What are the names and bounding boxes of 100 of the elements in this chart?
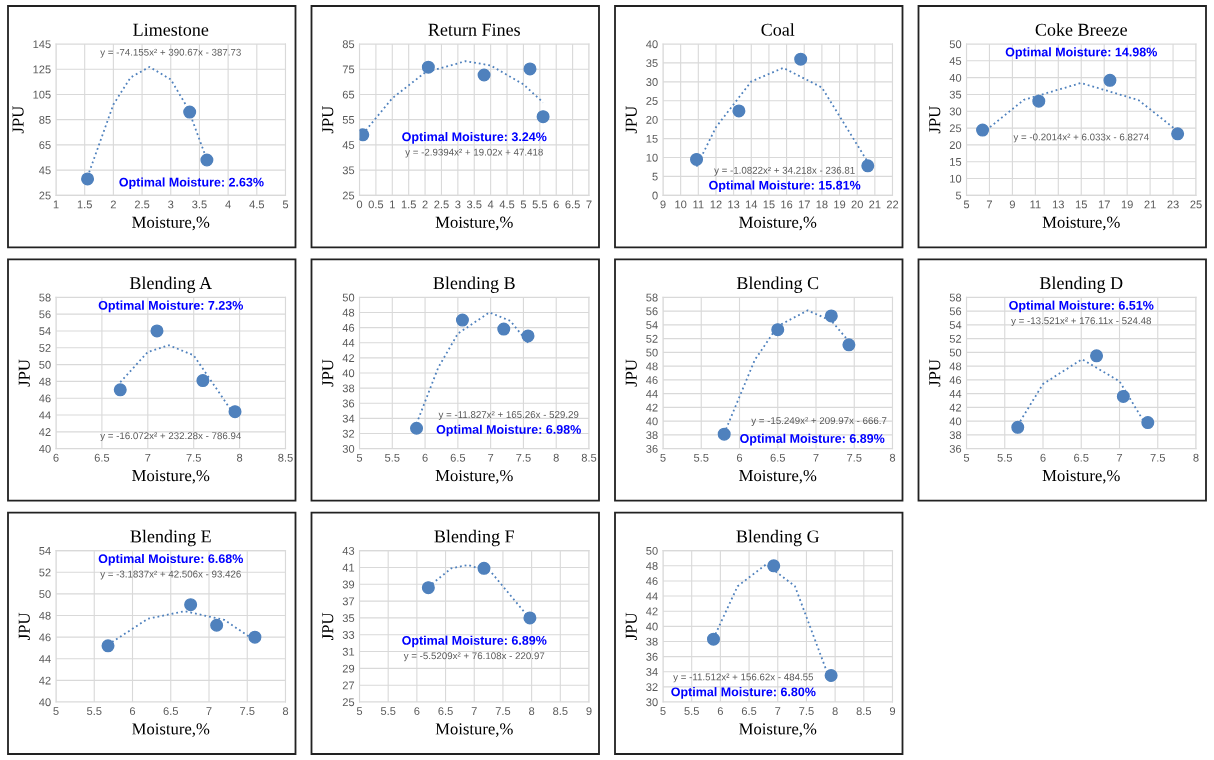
y-tick-label: 48 [949,362,962,371]
x-tick-label: 7 [488,453,494,462]
x-tick-label: 7 [586,200,592,209]
y-tick-label: 40 [646,622,658,631]
y-tick-label: 65 [342,90,355,99]
annotation: y = -11.512x² + 156.62x - 484.55 [673,673,814,683]
point [196,374,210,388]
x-tick-label: 6.5 [163,707,179,716]
y-tick-label: 54 [39,547,51,555]
y-tick-label: 38 [949,431,962,440]
x-tick-label: 3 [455,200,461,209]
y-tick-label: 30 [342,444,355,453]
y-tick-label: 42 [646,607,658,616]
x-tick-label: 5 [660,707,666,716]
y-tick-label: 10 [646,153,658,162]
y-tick-label: 50 [39,590,51,599]
y-tick-label: 75 [342,65,355,74]
x-tick-label: 8.5 [856,707,872,716]
y-tick-label: 46 [646,577,658,586]
x-tick-label: 8.5 [581,453,597,462]
point [732,104,746,118]
x-tick-label: 7 [145,453,151,462]
x-tick-label: 7 [813,453,819,462]
y-tick-label: 45 [39,166,51,175]
point [842,338,856,352]
y-tick-label: 52 [39,344,51,352]
x-tick-label: 6 [422,453,428,462]
x-tick-label: 6.5 [1074,453,1089,462]
x-tick-label: 8.5 [278,453,293,462]
y-tick-label: 45 [342,141,355,150]
x-axis-title: Moisture,% [739,469,817,484]
y-tick-label: 34 [342,414,355,423]
point [523,611,537,625]
x-tick-label: 6 [553,200,559,209]
point [200,153,214,167]
x-tick-label: 16 [781,200,793,209]
x-tick-label: 17 [798,200,810,209]
x-tick-label: 5 [520,200,527,209]
y-tick-label: 56 [39,310,51,319]
y-axis-title: JPU [625,612,637,640]
x-tick-label: 8 [1193,453,1199,462]
y-tick-label: 46 [646,376,658,385]
y-tick-label: 45 [949,57,962,65]
y-tick-label: 42 [342,354,355,362]
chart-title: Coke Breeze [1035,23,1127,36]
x-tick-label: 7.5 [240,707,255,716]
x-tick-label: 19 [834,200,846,209]
y-tick-label: 85 [39,115,51,124]
x-tick-label: 22 [886,200,899,209]
y-tick-label: 35 [342,166,355,175]
y-tick-label: 38 [342,384,355,393]
y-tick-label: 5 [955,191,962,200]
y-tick-label: 54 [39,327,51,336]
point [421,60,435,74]
x-tick-label: 1.5 [401,200,416,209]
y-tick-label: 46 [949,376,962,385]
y-tick-label: 145 [33,40,51,49]
point [421,581,435,595]
y-tick-label: 48 [342,308,355,317]
point [1116,389,1130,403]
chart-title: Blending E [130,529,211,547]
y-tick-label: 27 [342,681,355,690]
x-tick-label: 7.5 [799,707,814,716]
x-tick-label: 6.5 [565,200,580,209]
point [706,632,720,646]
y-tick-label: 36 [646,652,658,661]
x-tick-label: 21 [869,200,881,209]
y-tick-label: 35 [646,59,658,68]
y-tick-label: 36 [342,399,355,408]
y-tick-label: 43 [342,546,355,555]
chart-title: Coal [761,23,795,36]
x-tick-label: 7 [1116,453,1123,462]
x-tick-label: 6.5 [450,453,466,462]
point [497,322,511,336]
x-tick-label: 3 [168,200,174,209]
chart-title: Return Fines [428,23,520,36]
chart-title: Blending A [129,276,212,293]
y-tick-label: 30 [646,698,658,707]
x-axis-title: Moisture,% [132,216,210,231]
y-tick-label: 48 [39,377,51,386]
x-tick-label: 12 [710,200,722,209]
y-tick-label: 20 [949,141,962,150]
y-tick-label: 54 [646,321,658,329]
y-tick-label: 25 [39,191,51,200]
point [248,630,262,644]
x-tick-label: 2 [110,200,116,209]
y-axis-title: JPU [929,106,941,134]
x-tick-label: 6 [717,707,723,716]
y-tick-label: 0 [652,191,658,200]
y-tick-label: 42 [39,676,51,685]
x-tick-label: 8 [236,453,243,462]
y-tick-label: 50 [949,348,962,357]
annotation: y = -3.1837x² + 42.506x - 93.426 [100,570,241,580]
x-tick-label: 15 [1075,200,1087,209]
y-tick-label: 65 [39,141,51,150]
annotation: Optimal Moisture: 6.68% [98,553,244,566]
x-tick-label: 4 [487,200,494,209]
y-axis-title: JPU [322,106,334,134]
x-tick-label: 7.5 [516,453,531,462]
x-tick-label: 5 [53,707,59,716]
